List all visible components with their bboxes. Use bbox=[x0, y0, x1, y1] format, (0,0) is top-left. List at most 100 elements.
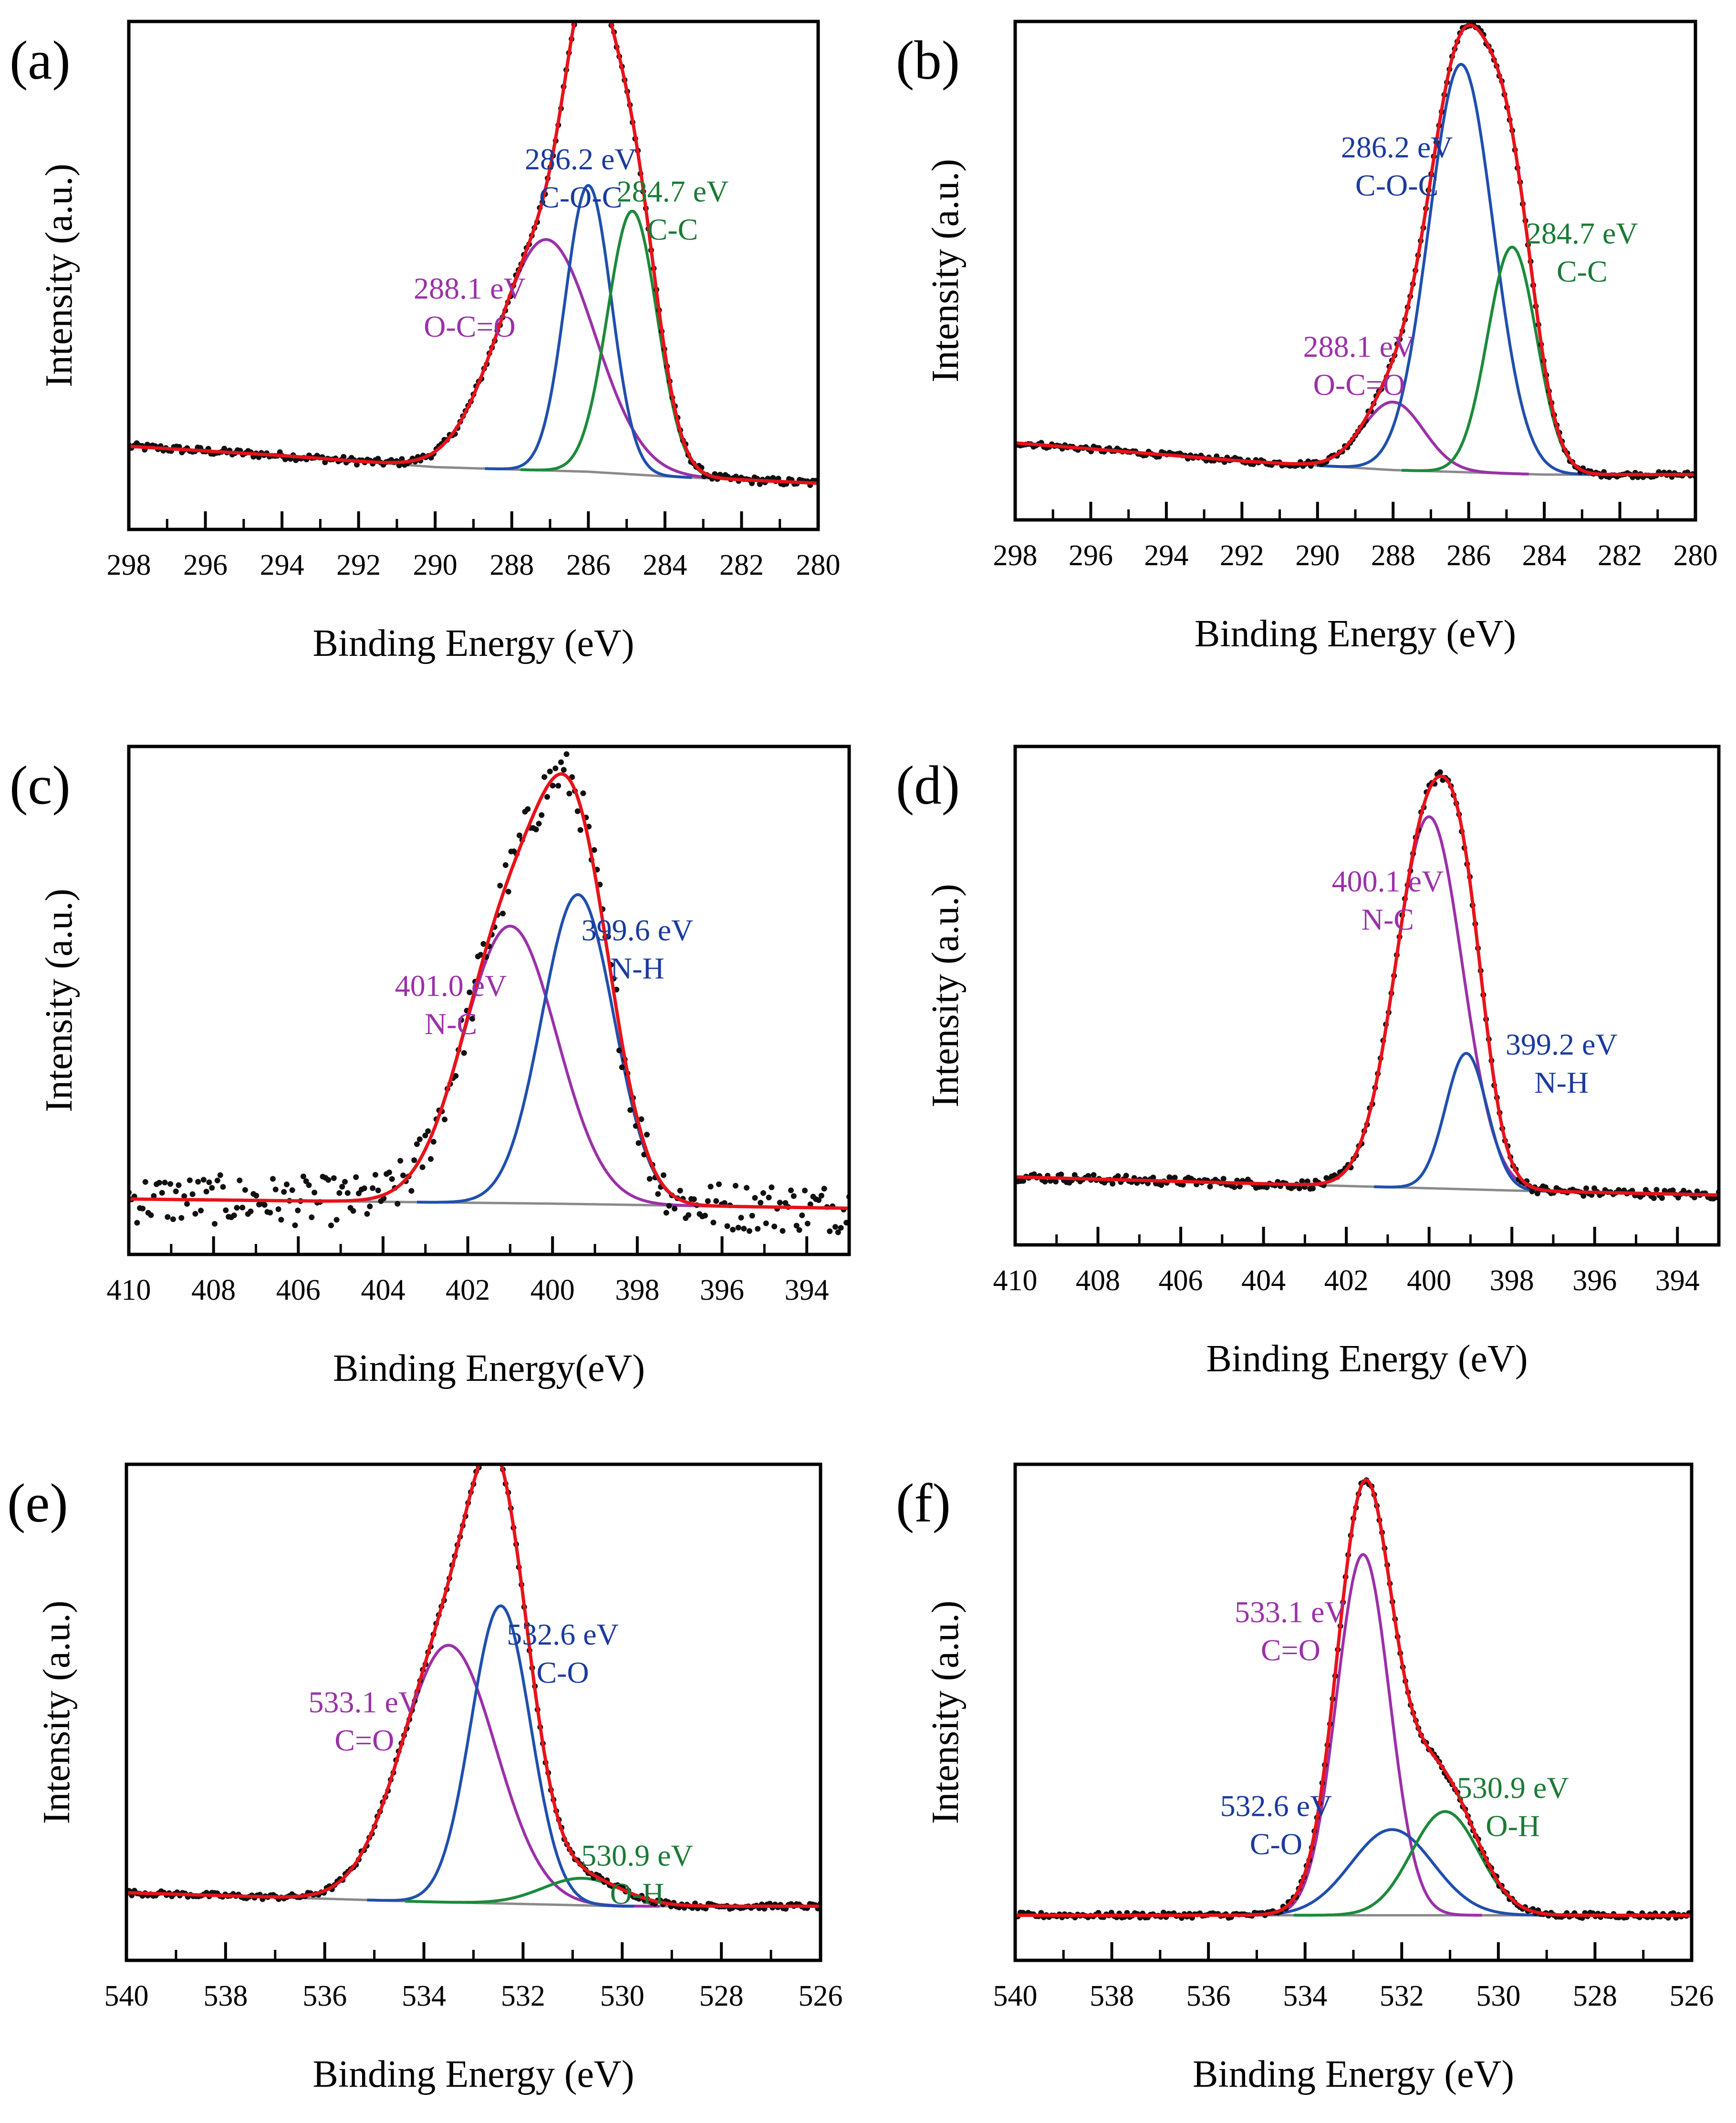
data-point bbox=[408, 1188, 415, 1194]
annotation-bond: C-O bbox=[1250, 1827, 1302, 1861]
data-point bbox=[793, 1222, 800, 1229]
data-point bbox=[253, 1192, 260, 1199]
data-point bbox=[691, 1196, 697, 1202]
data-point bbox=[790, 1193, 797, 1199]
data-point bbox=[627, 1107, 634, 1113]
annotation-energy: 532.6 eV bbox=[1220, 1789, 1332, 1823]
peak-annotation-1: 533.1 eV C=O bbox=[1235, 1595, 1347, 1667]
annotation-energy: 532.6 eV bbox=[507, 1617, 619, 1651]
data-point bbox=[1237, 1183, 1243, 1190]
data-point bbox=[333, 1217, 340, 1223]
data-point bbox=[591, 847, 597, 853]
plot-area bbox=[1015, 1477, 1692, 1921]
data-point bbox=[707, 1183, 714, 1190]
x-tick-label: 532 bbox=[501, 1980, 545, 2012]
peak-annotation-2: 284.7 eV C-C bbox=[1526, 217, 1638, 289]
annotation-bond: O-C=O bbox=[424, 310, 516, 343]
data-point bbox=[1296, 1185, 1302, 1191]
data-point bbox=[469, 1015, 476, 1022]
plot-area bbox=[1015, 769, 1719, 1201]
data-point bbox=[713, 1198, 719, 1204]
data-point bbox=[430, 1139, 437, 1145]
x-tick-label: 538 bbox=[1090, 1980, 1134, 2012]
data-point bbox=[536, 820, 542, 827]
panel-label: (d) bbox=[896, 755, 960, 816]
x-tick-label: 526 bbox=[799, 1980, 843, 2012]
data-point bbox=[278, 1217, 284, 1223]
panel-c: 410 408 406 404 402 400 398 396 394 Binding Energ… bbox=[10, 745, 851, 1389]
annotation-bond: O-H bbox=[1486, 1809, 1540, 1843]
data-point bbox=[738, 1214, 744, 1221]
x-tick-label: 410 bbox=[993, 1264, 1038, 1297]
data-point bbox=[487, 1444, 492, 1450]
data-point bbox=[1115, 1173, 1121, 1179]
data-point bbox=[484, 1447, 490, 1453]
data-point bbox=[1058, 1171, 1064, 1178]
data-point bbox=[1042, 1179, 1048, 1185]
x-tick-label: 408 bbox=[191, 1274, 236, 1306]
data-point bbox=[539, 812, 545, 818]
data-point bbox=[832, 1224, 838, 1230]
x-tick-label: 534 bbox=[1283, 1980, 1327, 2012]
data-point bbox=[744, 1185, 750, 1191]
x-tick-label: 532 bbox=[1380, 1980, 1424, 2012]
data-point bbox=[818, 1192, 824, 1199]
data-point bbox=[1220, 1176, 1227, 1182]
data-point bbox=[1091, 1172, 1097, 1178]
data-point bbox=[195, 1179, 201, 1185]
data-point bbox=[339, 1184, 345, 1190]
x-tick-label: 396 bbox=[1572, 1264, 1617, 1297]
x-tick-label: 288 bbox=[1371, 539, 1415, 572]
data-point bbox=[799, 1212, 805, 1218]
annotation-energy: 530.9 eV bbox=[581, 1838, 693, 1872]
data-point bbox=[414, 1141, 420, 1147]
x-tick-label: 292 bbox=[1220, 539, 1264, 572]
data-point bbox=[350, 1208, 356, 1214]
component-peak-3 bbox=[520, 209, 744, 482]
data-point bbox=[1207, 1183, 1213, 1190]
x-tick-label: 286 bbox=[1446, 539, 1491, 572]
data-point bbox=[1053, 1179, 1059, 1185]
x-tick-label: 398 bbox=[615, 1274, 659, 1306]
data-point bbox=[574, 6, 580, 12]
data-point bbox=[272, 1186, 279, 1192]
data-point bbox=[220, 1184, 226, 1190]
data-point bbox=[755, 1226, 761, 1232]
x-tick-label: 280 bbox=[796, 549, 841, 581]
fit-envelope bbox=[129, 772, 849, 1210]
data-point bbox=[552, 765, 559, 771]
data-point bbox=[489, 1447, 495, 1453]
plot-frame bbox=[1013, 745, 1721, 1247]
data-point bbox=[209, 1185, 215, 1191]
data-point bbox=[1110, 1181, 1116, 1187]
data-point bbox=[802, 1188, 808, 1193]
panel-d: 410 408 406 404 402 400 398 396 394 Binding Energ… bbox=[896, 745, 1721, 1380]
data-point bbox=[821, 1186, 827, 1192]
data-point bbox=[309, 1214, 315, 1221]
data-point bbox=[1123, 1172, 1129, 1179]
data-point bbox=[561, 767, 567, 773]
data-point bbox=[635, 1140, 642, 1146]
data-point bbox=[162, 1180, 168, 1186]
annotation-energy: 284.7 eV bbox=[617, 175, 729, 208]
peak-annotation-3: 288.1 eV O-C=O bbox=[414, 271, 526, 343]
data-point bbox=[189, 1191, 196, 1197]
data-point bbox=[497, 882, 503, 889]
data-point bbox=[300, 1173, 306, 1180]
peak-annotation-3: 288.1 eV O-C=O bbox=[1303, 330, 1415, 402]
data-point bbox=[353, 1174, 359, 1180]
x-tick-label: 282 bbox=[1598, 539, 1642, 572]
peak-annotation-2: 401.0 eV N-C bbox=[395, 969, 507, 1041]
peak-annotation-1: 400.1 eV N-C bbox=[1332, 864, 1444, 936]
data-point bbox=[1299, 1178, 1305, 1184]
data-point bbox=[741, 1225, 747, 1232]
data-point bbox=[660, 1172, 666, 1178]
data-point bbox=[336, 1190, 343, 1196]
data-point bbox=[766, 1194, 772, 1201]
data-point bbox=[619, 1064, 625, 1070]
data-point bbox=[606, 9, 612, 15]
component-peak-2 bbox=[485, 184, 692, 479]
peak-annotation-1: 532.6 eV C-O bbox=[507, 1617, 619, 1689]
data-point bbox=[411, 1157, 417, 1163]
x-tick-label: 528 bbox=[699, 1980, 744, 2012]
